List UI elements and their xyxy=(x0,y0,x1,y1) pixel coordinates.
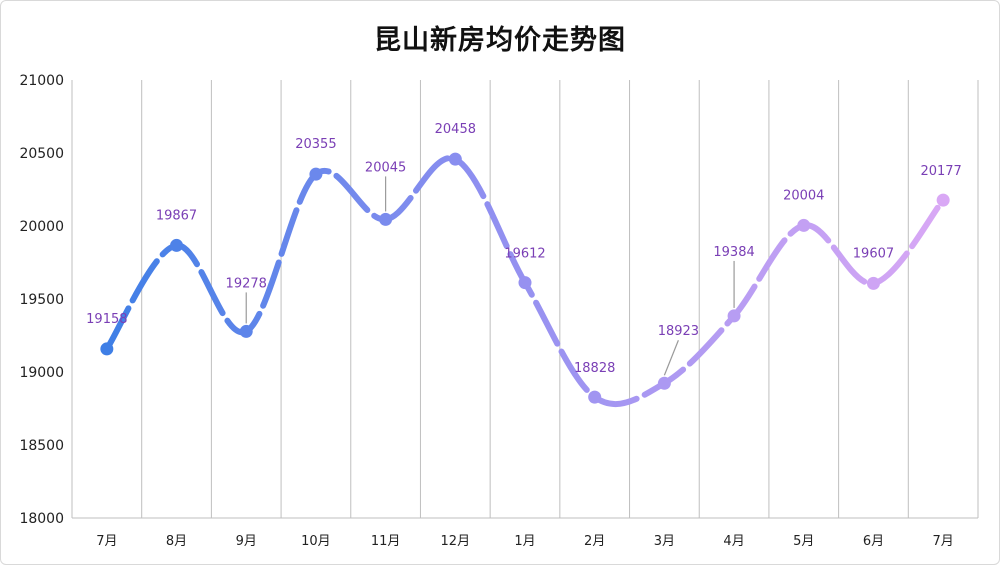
x-tick-label: 2月 xyxy=(584,534,605,549)
x-tick-label: 9月 xyxy=(236,534,257,549)
x-tick-label: 6月 xyxy=(863,534,884,549)
x-axis: 7月 8月 9月 10月 11月 12月 1月 2月 3月 4月 5月 6月 7月 xyxy=(96,534,954,549)
data-point xyxy=(866,276,880,290)
data-label: 18828 xyxy=(574,361,615,376)
x-tick-label: 7月 xyxy=(933,534,954,549)
data-label: 19278 xyxy=(226,276,267,291)
data-label: 18923 xyxy=(658,324,699,339)
x-tick-label: 5月 xyxy=(793,534,814,549)
data-label: 19384 xyxy=(713,245,754,260)
data-labels: 19158 19867 19278 20355 20045 20458 19612 18828… xyxy=(86,122,962,376)
data-points xyxy=(100,152,950,404)
data-point xyxy=(797,218,811,232)
y-tick-label: 19000 xyxy=(19,365,64,381)
data-label: 20355 xyxy=(295,137,336,152)
data-point xyxy=(518,276,532,290)
data-point xyxy=(588,390,602,404)
y-tick-label: 20000 xyxy=(19,219,64,235)
y-tick-label: 18500 xyxy=(19,438,64,454)
chart-title: 昆山新房均价走势图 xyxy=(374,25,626,56)
grid-lines xyxy=(71,80,979,519)
x-tick-label: 4月 xyxy=(723,534,744,549)
y-axis: 18000 18500 19000 19500 20000 20500 21000 xyxy=(19,73,64,527)
x-tick-label: 3月 xyxy=(654,534,675,549)
data-point xyxy=(657,376,671,390)
x-tick-label: 12月 xyxy=(441,534,471,549)
data-label: 20045 xyxy=(365,160,406,175)
data-label: 19867 xyxy=(156,208,197,223)
data-point xyxy=(239,324,253,338)
label-leaders xyxy=(245,176,735,376)
data-point xyxy=(309,167,323,181)
x-tick-label: 1月 xyxy=(514,534,535,549)
data-label: 20004 xyxy=(783,188,824,203)
data-point xyxy=(379,212,393,226)
y-tick-label: 18000 xyxy=(19,511,64,527)
data-label: 19612 xyxy=(504,247,545,262)
x-tick-label: 10月 xyxy=(301,534,331,549)
x-tick-label: 8月 xyxy=(166,534,187,549)
data-point xyxy=(727,309,741,323)
data-point xyxy=(170,238,184,252)
data-label: 19607 xyxy=(853,246,894,261)
x-tick-label: 11月 xyxy=(371,534,401,549)
x-tick-label: 7月 xyxy=(96,534,117,549)
data-point xyxy=(100,342,114,356)
label-leader xyxy=(663,340,679,376)
data-point xyxy=(448,152,462,166)
data-point xyxy=(936,193,950,207)
y-tick-label: 20500 xyxy=(19,146,64,162)
data-label: 20177 xyxy=(920,164,961,179)
data-label: 19158 xyxy=(86,312,127,327)
y-tick-label: 21000 xyxy=(19,73,64,89)
data-label: 20458 xyxy=(435,122,476,137)
y-tick-label: 19500 xyxy=(19,292,64,308)
